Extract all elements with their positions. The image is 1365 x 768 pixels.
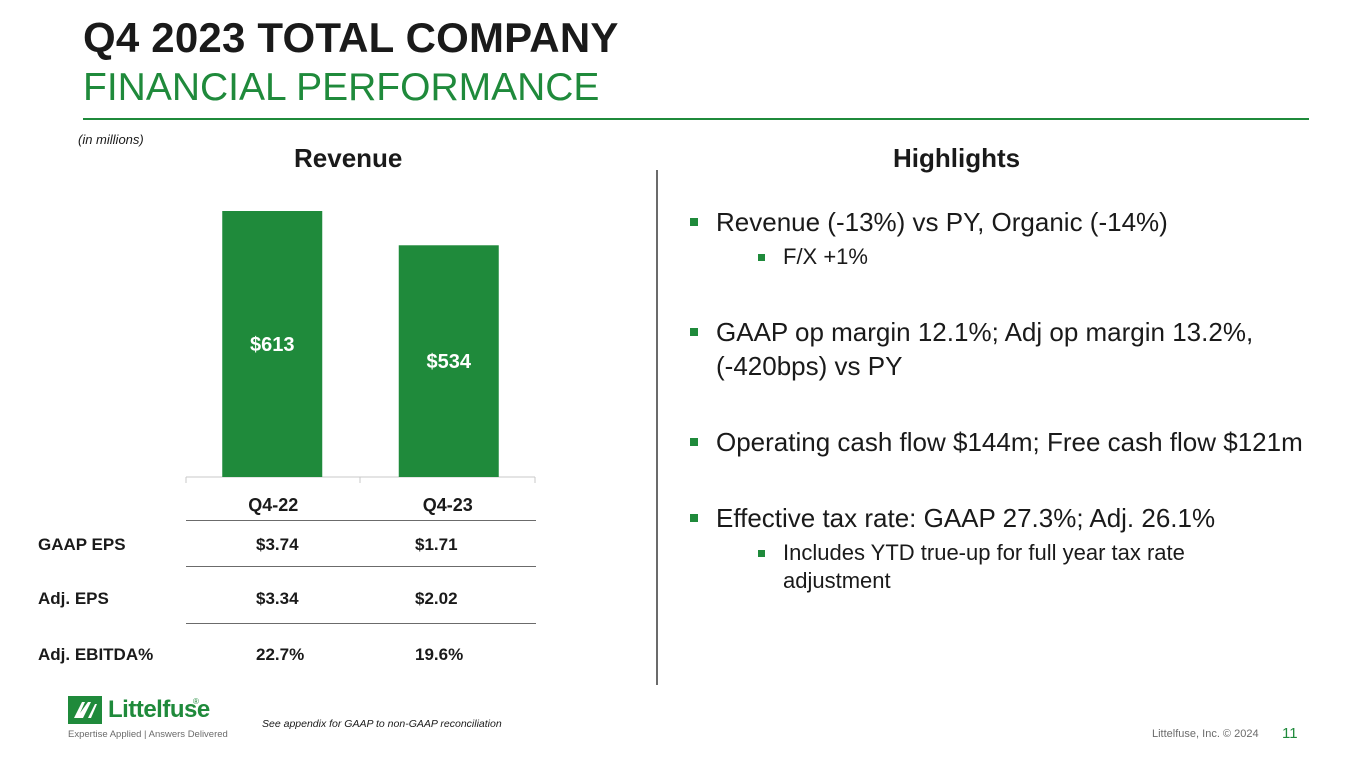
copyright: Littelfuse, Inc. © 2024 [1152, 728, 1259, 740]
page-title: Q4 2023 TOTAL COMPANY [83, 14, 619, 61]
footnote: See appendix for GAAP to non-GAAP reconc… [262, 718, 502, 730]
table-cell: 22.7% [256, 645, 305, 664]
bullet-marker [690, 328, 698, 336]
highlight-subtext: Includes YTD true-up for full year tax r… [783, 540, 1185, 593]
bullet-marker [758, 550, 765, 557]
table-rule [186, 566, 536, 567]
table-cell: 19.6% [415, 645, 464, 664]
revenue-bar-q4-22 [222, 211, 323, 477]
units-note: (in millions) [78, 132, 144, 147]
logo-registered-mark: ® [193, 697, 199, 706]
title-divider [83, 118, 1309, 120]
x-tick-label: Q4-23 [423, 495, 473, 515]
section-divider [656, 170, 658, 685]
table-row-label: Adj. EBITDA% [38, 645, 154, 664]
table-cell: $3.34 [256, 589, 299, 608]
highlight-text: Effective tax rate: GAAP 27.3%; Adj. 26.… [716, 503, 1216, 533]
bullet-marker [690, 514, 698, 522]
bullet-marker [690, 218, 698, 226]
highlight-text: Operating cash flow $144m; Free cash flo… [716, 427, 1303, 457]
table-cell: $2.02 [415, 589, 458, 608]
revenue-bar-q4-23 [398, 245, 499, 477]
bullet-marker [690, 438, 698, 446]
highlights-heading: Highlights [893, 143, 1021, 173]
highlight-subitem: Includes YTD true-up for full year tax r… [758, 539, 1233, 595]
table-cell: $3.74 [256, 535, 299, 554]
x-tick-label: Q4-22 [248, 495, 298, 515]
revenue-heading: Revenue [294, 143, 403, 173]
highlights-list: Revenue (-13%) vs PY, Organic (-14%) F/X… [690, 205, 1330, 595]
highlight-text: GAAP op margin 12.1%; Adj op margin 13.2… [716, 317, 1254, 381]
table-row-label: GAAP EPS [38, 535, 126, 554]
bar-value-label: $534 [427, 351, 472, 373]
table-cell: $1.71 [415, 535, 458, 554]
page-number: 11 [1282, 725, 1298, 742]
revenue-bar-chart: $613 Q4-22 $534 Q4-23 [185, 211, 536, 515]
bar-value-label: $613 [250, 334, 295, 356]
highlight-item: Operating cash flow $144m; Free cash flo… [690, 425, 1330, 459]
highlight-subitem: F/X +1% [758, 243, 1330, 271]
logo-wordmark: Littelfuse [108, 696, 210, 723]
table-rule [186, 623, 536, 624]
highlight-item: Effective tax rate: GAAP 27.3%; Adj. 26.… [690, 501, 1330, 535]
highlight-item: GAAP op margin 12.1%; Adj op margin 13.2… [690, 315, 1330, 383]
page-subtitle: FINANCIAL PERFORMANCE [83, 66, 600, 109]
highlight-subtext: F/X +1% [783, 244, 868, 269]
bullet-marker [758, 254, 765, 261]
highlight-text: Revenue (-13%) vs PY, Organic (-14%) [716, 207, 1168, 237]
bars-group: $613 Q4-22 $534 Q4-23 [222, 211, 499, 515]
littelfuse-logo-icon [68, 696, 102, 724]
highlight-item: Revenue (-13%) vs PY, Organic (-14%) [690, 205, 1330, 239]
logo-tagline: Expertise Applied | Answers Delivered [68, 729, 228, 740]
table-row-label: Adj. EPS [38, 589, 109, 608]
table-rule [186, 520, 536, 521]
